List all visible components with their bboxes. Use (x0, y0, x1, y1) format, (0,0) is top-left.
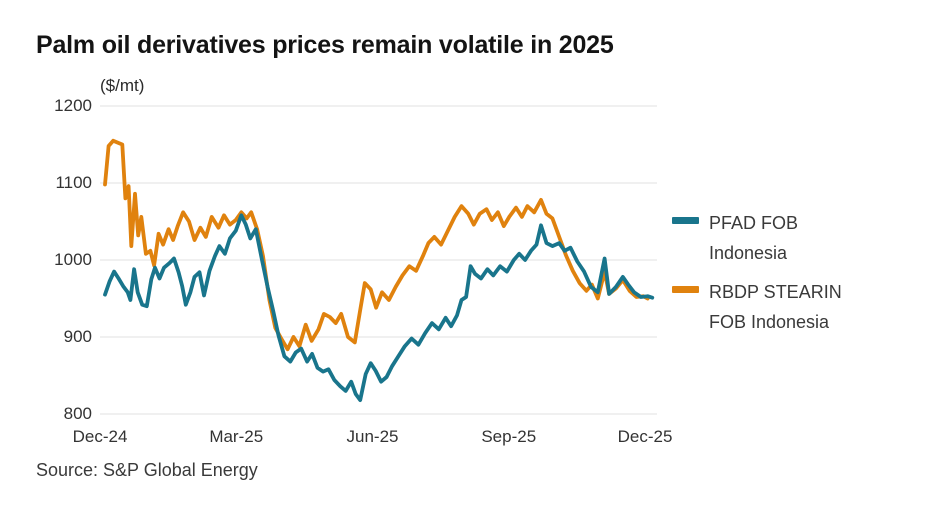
x-tick-Sep-25: Sep-25 (481, 427, 537, 446)
legend-item-rbdp: RBDP STEARIN FOB Indonesia (672, 277, 854, 337)
y-tick-900: 900 (63, 327, 92, 346)
y-tick-1000: 1000 (54, 250, 92, 269)
y-tick-1100: 1100 (55, 173, 92, 192)
rbdp-legend-dash-swatch (672, 286, 699, 293)
rbdp-stearin-price-line (103, 138, 650, 352)
legend-item-pfad: PFAD FOB Indonesia (672, 208, 854, 268)
rbdp-legend-label: RBDP STEARIN FOB Indonesia (709, 282, 842, 332)
legend: PFAD FOB Indonesia RBDP STEARIN FOB Indo… (672, 208, 854, 337)
x-tick-Jun-25: Jun-25 (346, 427, 399, 446)
y-axis-unit-label: ($/mt) (100, 76, 145, 95)
x-tick-Mar-25: Mar-25 (209, 427, 264, 446)
pfad-legend-label: PFAD FOB Indonesia (709, 213, 799, 263)
pfad-legend-dash-swatch (672, 217, 699, 224)
pfad-price-line (103, 213, 655, 402)
chart-title: Palm oil derivatives prices remain volat… (36, 31, 614, 59)
x-tick-Dec-24: Dec-24 (72, 427, 128, 446)
x-tick-Dec-25: Dec-25 (617, 427, 673, 446)
y-tick-800: 800 (63, 404, 92, 423)
source-note: Source: S&P Global Energy (36, 460, 258, 480)
y-tick-1200: 1200 (54, 96, 92, 115)
